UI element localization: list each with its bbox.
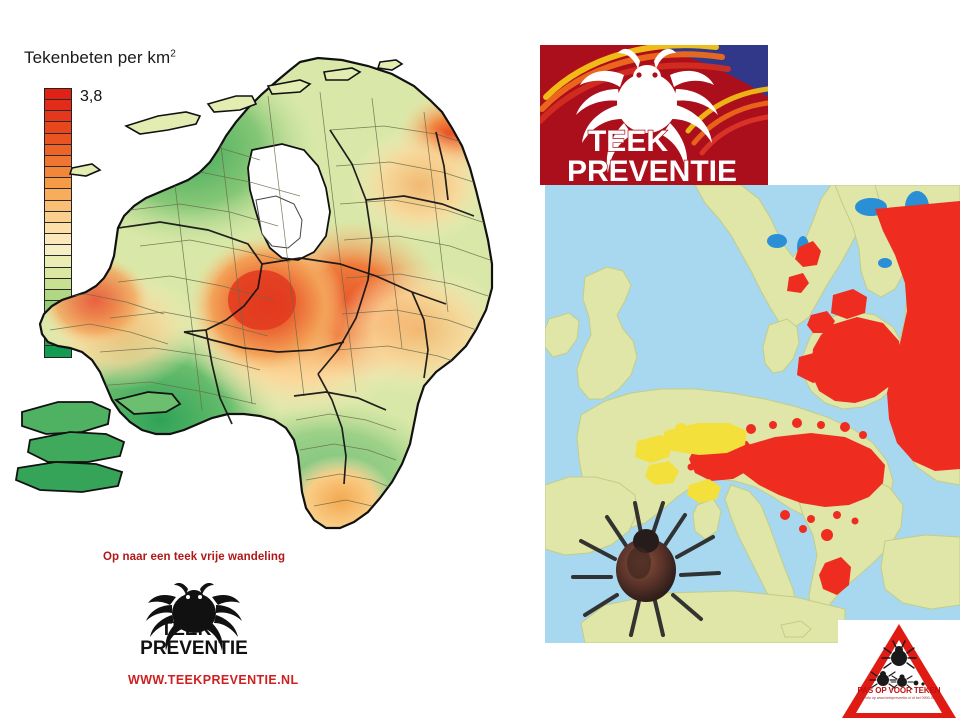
banner-line2: PREVENTIE xyxy=(567,155,737,185)
logo-line2: PREVENTIE xyxy=(140,638,248,658)
legend-band-16 xyxy=(45,267,71,279)
title-text: Tekenbeten per km xyxy=(24,48,171,67)
warning-sign: PAS OP VOOR TEKEN Meer info op www.teekp… xyxy=(838,620,960,720)
legend-band-10 xyxy=(45,200,71,212)
legend-band-14 xyxy=(45,245,71,257)
title-superscript: 2 xyxy=(170,48,176,60)
page-title: Tekenbeten per km2 xyxy=(24,48,176,68)
teekpreventie-banner: TEEK PREVENTIE xyxy=(540,45,768,185)
legend-band-15 xyxy=(45,256,71,268)
tick-photo xyxy=(571,501,721,637)
banner-line1: TEEK xyxy=(588,125,668,158)
tagline-text: Op naar een teek vrije wandeling xyxy=(103,551,286,563)
tick-icon xyxy=(576,48,718,173)
tick-icon xyxy=(146,583,242,651)
legend-band-7 xyxy=(45,167,71,179)
tick-icon xyxy=(869,640,925,690)
legend-band-23 xyxy=(45,345,71,357)
legend-band-0 xyxy=(45,89,71,101)
legend-band-1 xyxy=(45,100,71,112)
netherlands-choropleth xyxy=(0,0,540,540)
legend-band-4 xyxy=(45,133,71,145)
teekpreventie-logo-black: TEEK PREVENTIE xyxy=(130,583,265,658)
legend-max-label: 3,8 xyxy=(80,88,103,105)
legend-band-13 xyxy=(45,234,71,246)
legend-band-8 xyxy=(45,178,71,190)
warning-subtitle: Meer info op www.teekpreventie.nl of bel… xyxy=(855,696,943,700)
legend-band-18 xyxy=(45,289,71,301)
legend-band-6 xyxy=(45,155,71,168)
warning-title: PAS OP VOOR TEKEN xyxy=(857,686,941,695)
legend-band-17 xyxy=(45,278,71,290)
netherlands-map-panel: Tekenbeten per km2 3,8 0 xyxy=(0,0,540,687)
legend-band-9 xyxy=(45,189,71,201)
legend-band-12 xyxy=(45,222,71,235)
europe-risk-map xyxy=(545,185,960,643)
legend-band-2 xyxy=(45,111,71,123)
legend-band-5 xyxy=(45,144,71,156)
legend-band-11 xyxy=(45,211,71,223)
logo-line1: TEEK xyxy=(161,619,212,640)
legend-band-3 xyxy=(45,122,71,134)
website-url[interactable]: WWW.TEEKPREVENTIE.NL xyxy=(128,673,299,687)
